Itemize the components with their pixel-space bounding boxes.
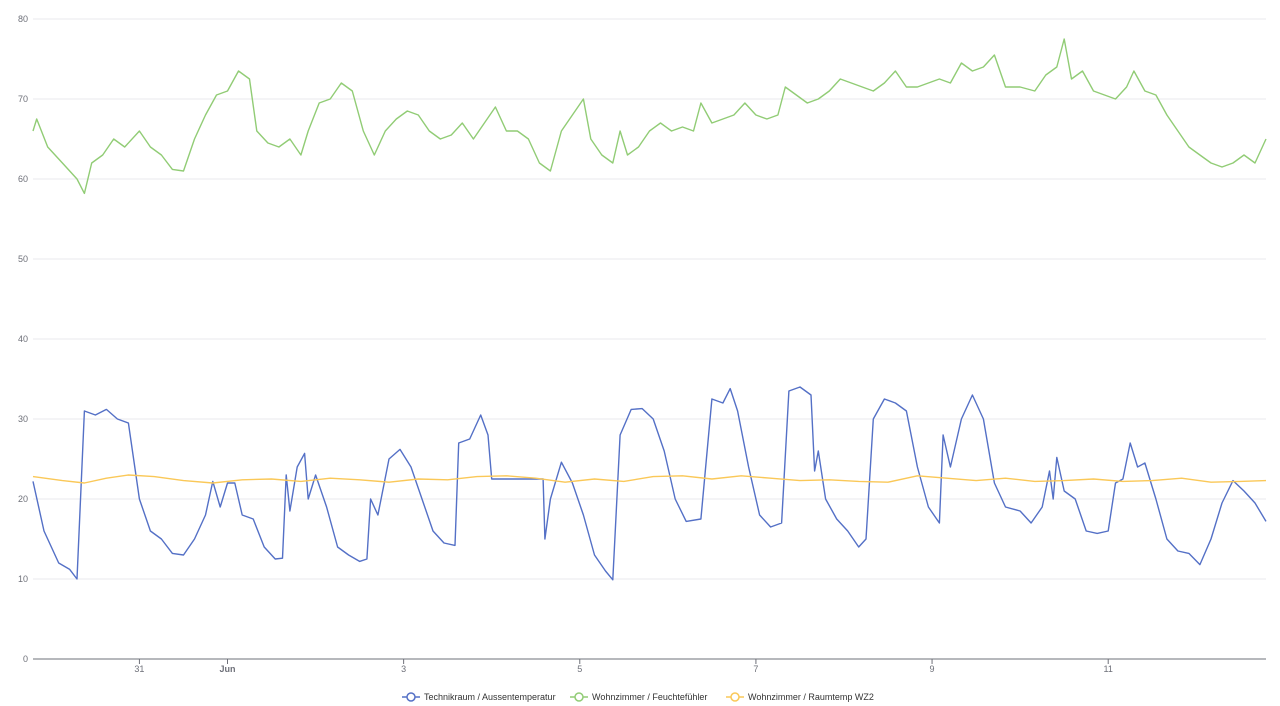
series-layer xyxy=(32,38,1267,581)
legend-item-1[interactable]: Technikraum / Aussentemperatur xyxy=(402,692,556,702)
legend-label: Technikraum / Aussentemperatur xyxy=(424,692,556,702)
y-tick-label: 70 xyxy=(18,94,28,104)
x-tick-label: Jun xyxy=(219,664,235,674)
x-tick-label: 9 xyxy=(930,664,935,674)
series-line-1[interactable] xyxy=(32,386,1267,581)
legend-item-3[interactable]: Wohnzimmer / Raumtemp WZ2 xyxy=(726,692,874,702)
legend-marker-icon xyxy=(574,692,584,702)
y-tick-label: 50 xyxy=(18,254,28,264)
series-line-2[interactable] xyxy=(32,38,1267,195)
legend-marker-icon xyxy=(406,692,416,702)
legend[interactable]: Technikraum / Aussentemperatur Wohnzimmer… xyxy=(402,692,874,702)
y-tick-label: 10 xyxy=(18,574,28,584)
series-line-3[interactable] xyxy=(32,474,1267,484)
axis-layer: 0 10 20 30 40 50 60 70 80 31 Jun 3 5 7 9 11 xyxy=(18,14,1266,674)
x-tick-label: 7 xyxy=(753,664,758,674)
legend-label: Wohnzimmer / Raumtemp WZ2 xyxy=(748,692,874,702)
x-tick-label: 3 xyxy=(401,664,406,674)
y-tick-label: 0 xyxy=(23,654,28,664)
legend-item-2[interactable]: Wohnzimmer / Feuchtefühler xyxy=(570,692,707,702)
x-tick-label: 31 xyxy=(134,664,144,674)
legend-marker-icon xyxy=(730,692,740,702)
legend-label: Wohnzimmer / Feuchtefühler xyxy=(592,692,707,702)
x-tick-label: 5 xyxy=(577,664,582,674)
y-tick-label: 30 xyxy=(18,414,28,424)
y-tick-label: 40 xyxy=(18,334,28,344)
x-tick-label: 11 xyxy=(1104,664,1113,674)
y-tick-label: 60 xyxy=(18,174,28,184)
y-tick-label: 80 xyxy=(18,14,28,24)
y-tick-label: 20 xyxy=(18,494,28,504)
grid-layer xyxy=(33,18,1266,580)
